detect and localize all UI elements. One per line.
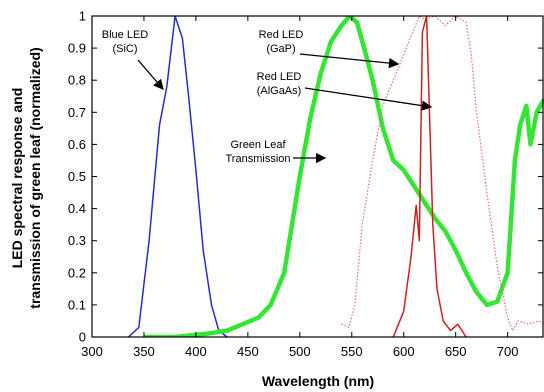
y-tick-label: 0.4 <box>68 201 86 216</box>
y-tick-label: 1 <box>79 9 86 24</box>
x-tick-label: 500 <box>289 344 311 359</box>
x-tick-label: 350 <box>133 344 155 359</box>
annotation-red-led-algaas-arrow <box>304 87 433 111</box>
y-axis-title-line-2: transmission of green leaf (normalized) <box>27 47 43 308</box>
series-blue-led-line <box>127 16 228 337</box>
annotation-red-led-algaas-line-2: (AlGaAs) <box>257 85 302 97</box>
y-tick-label: 0.1 <box>68 297 86 312</box>
annotation-blue-led-line-2: (SiC) <box>112 43 137 55</box>
annotation-red-led-gap-line-2: (GaP) <box>266 43 295 55</box>
annotation-red-led-algaas-line-1: Red LED <box>257 71 302 83</box>
annotation-red-led-algaas: Red LED (AlGaAs) <box>257 71 433 111</box>
x-tick-label: 400 <box>185 344 207 359</box>
y-tick-label: 0.5 <box>68 169 86 184</box>
annotation-green-leaf-line-1: Green Leaf <box>230 139 286 151</box>
annotation-green-leaf: Green Leaf Transmission <box>226 139 327 165</box>
x-tick-label: 600 <box>393 344 415 359</box>
y-tick-label: 0.6 <box>68 137 86 152</box>
y-tick-label: 0.8 <box>68 73 86 88</box>
annotation-blue-led: Blue LED (SiC) <box>102 29 164 90</box>
x-tick-label: 550 <box>341 344 363 359</box>
y-tick-label: 0.7 <box>68 105 86 120</box>
annotation-blue-led-line-1: Blue LED <box>102 29 149 41</box>
annotation-red-led-gap: Red LED (GaP) <box>259 29 400 69</box>
annotation-red-led-gap-arrow <box>299 53 400 69</box>
series-red-led-gap-line <box>341 16 544 332</box>
annotation-red-led-gap-line-1: Red LED <box>259 29 304 41</box>
annotation-blue-led-arrow <box>137 59 164 90</box>
y-tick-label: 0.9 <box>68 41 86 56</box>
ticks-layer: 300 350 400 450 500 550 600 650 700 0 0.1 0.2 0.3 0.4… <box>68 9 543 359</box>
y-tick-label: 0.2 <box>68 265 86 280</box>
x-tick-label: 700 <box>497 344 519 359</box>
annotation-green-leaf-line-2: Transmission <box>226 153 291 165</box>
y-tick-label: 0 <box>79 330 86 345</box>
series-green-leaf-line <box>144 16 544 337</box>
x-tick-label: 450 <box>237 344 259 359</box>
series-layer <box>127 16 544 337</box>
x-tick-label: 300 <box>81 344 103 359</box>
x-axis-title: Wavelength (nm) <box>262 373 374 389</box>
y-tick-label: 0.3 <box>68 233 86 248</box>
y-axis-title-line-1: LED spectral response and <box>9 88 25 269</box>
x-tick-label: 650 <box>445 344 467 359</box>
series-red-led-algaas-line <box>392 16 467 337</box>
